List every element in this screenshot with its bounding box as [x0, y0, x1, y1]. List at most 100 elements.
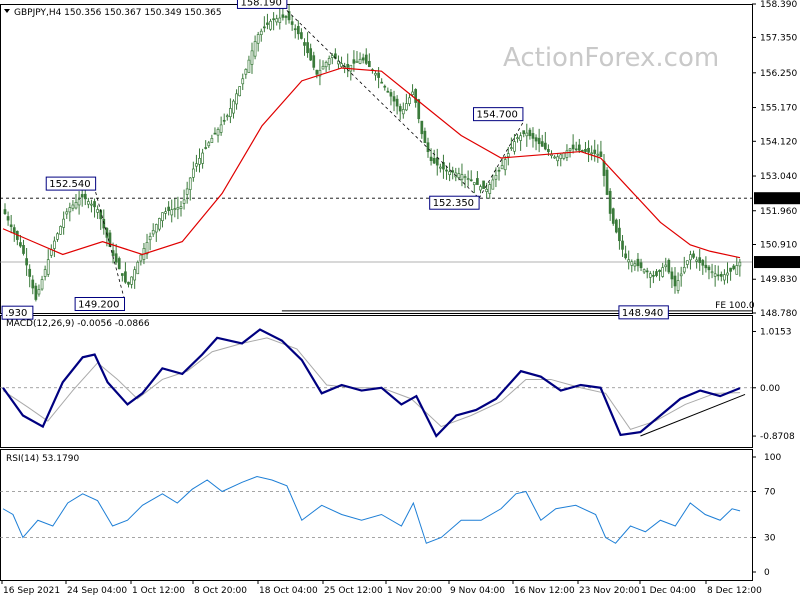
price-y-tick-label: 154.120: [760, 137, 797, 147]
candle-body: [701, 260, 705, 266]
candle-body: [296, 26, 300, 35]
candle-body: [71, 204, 75, 209]
candle-body: [432, 158, 436, 164]
candle-body: [624, 253, 627, 259]
candle-body: [510, 147, 513, 149]
candle-body: [96, 209, 99, 213]
candle-body: [68, 207, 72, 213]
candle-body: [574, 148, 578, 151]
candle-body: [185, 188, 189, 195]
candle-body: [22, 245, 25, 254]
candle-body: [40, 279, 44, 290]
candle-body: [210, 138, 214, 143]
candle-body: [537, 137, 541, 145]
fe-label: FE 100.0: [715, 301, 755, 311]
candle-body: [525, 132, 529, 137]
candle-body: [726, 272, 729, 276]
candle-body: [642, 269, 646, 273]
candle-body: [287, 11, 291, 21]
rsi-y-tick-label: 0: [764, 568, 770, 578]
candle-body: [479, 186, 482, 191]
candle-body: [392, 96, 396, 102]
macd-panel: [0, 315, 753, 448]
candle-body: [689, 254, 692, 261]
candle-body: [229, 108, 232, 118]
price-tag-label: 152.350: [758, 194, 795, 204]
x-tick-label: 1 Oct 12:00: [132, 586, 185, 596]
candle-body: [614, 219, 618, 233]
annotation-label: 148.940: [622, 308, 663, 319]
x-tick-label: 18 Oct 04:00: [259, 586, 318, 596]
candle-body: [145, 242, 149, 255]
candle-body: [519, 135, 522, 141]
candle-body: [513, 141, 516, 152]
candle-body: [426, 142, 430, 153]
candle-body: [469, 179, 473, 182]
candle-body: [34, 285, 38, 300]
candle-body: [408, 97, 411, 105]
x-tick-label: 8 Dec 12:00: [707, 586, 762, 596]
candle-body: [442, 162, 445, 170]
candle-body: [411, 91, 414, 96]
candle-body: [37, 289, 41, 295]
candle-body: [46, 259, 50, 275]
candle-body: [553, 156, 556, 159]
candle-body: [652, 274, 655, 277]
candle-body: [127, 281, 130, 285]
macd-y-tick-label: 1.0153: [760, 327, 792, 337]
watermark: ActionForex.com: [503, 43, 719, 73]
candle-body: [158, 218, 161, 230]
price-y-tick-label: 149.830: [760, 275, 797, 285]
annotation-box: [618, 305, 669, 320]
candle-body: [284, 16, 288, 18]
candle-body: [497, 169, 501, 172]
candle-body: [540, 141, 544, 147]
candle-body: [485, 188, 489, 192]
candle-body: [448, 171, 451, 176]
price-y-tick-label: 150.910: [760, 241, 797, 251]
candle-body: [457, 173, 461, 178]
candle-body: [56, 233, 59, 240]
candle-body: [395, 98, 399, 107]
candle-body: [225, 115, 229, 118]
candle-body: [182, 199, 186, 204]
candle-body: [253, 41, 257, 57]
annotation-box: [74, 296, 126, 311]
candle-body: [732, 265, 736, 270]
candle-body: [670, 271, 674, 280]
candle-body: [324, 61, 328, 68]
candle-body: [164, 211, 167, 214]
candle-body: [330, 55, 334, 58]
candle-body: [290, 21, 294, 25]
candle-body: [568, 148, 572, 152]
candle-body: [3, 209, 7, 214]
candle-body: [531, 133, 535, 139]
candle-body: [516, 137, 519, 140]
candle-body: [87, 201, 90, 205]
candle-body: [191, 168, 195, 178]
price-y-tick-label: 157.350: [760, 33, 797, 43]
price-tag-label: 150.365: [758, 258, 795, 268]
annotation-box: [1, 305, 34, 320]
candle-body: [136, 261, 140, 275]
candle-body: [735, 265, 739, 275]
candle-body: [692, 253, 695, 258]
candle-body: [707, 266, 711, 271]
candle-body: [80, 194, 84, 198]
x-tick-label: 16 Sep 2021: [3, 586, 60, 596]
candle-body: [312, 55, 316, 68]
candle-body: [111, 250, 115, 256]
candle-body: [506, 153, 510, 158]
candle-body: [124, 271, 127, 283]
candle-body: [219, 124, 223, 133]
candle-body: [445, 169, 448, 172]
candle-body: [222, 119, 226, 122]
candle-body: [528, 129, 532, 137]
rsi-y-tick-label: 30: [764, 534, 776, 544]
candle-body: [556, 156, 560, 162]
candle-body: [303, 42, 306, 46]
candle-body: [9, 224, 13, 227]
candle-body: [472, 182, 476, 186]
candle-body: [244, 69, 248, 75]
